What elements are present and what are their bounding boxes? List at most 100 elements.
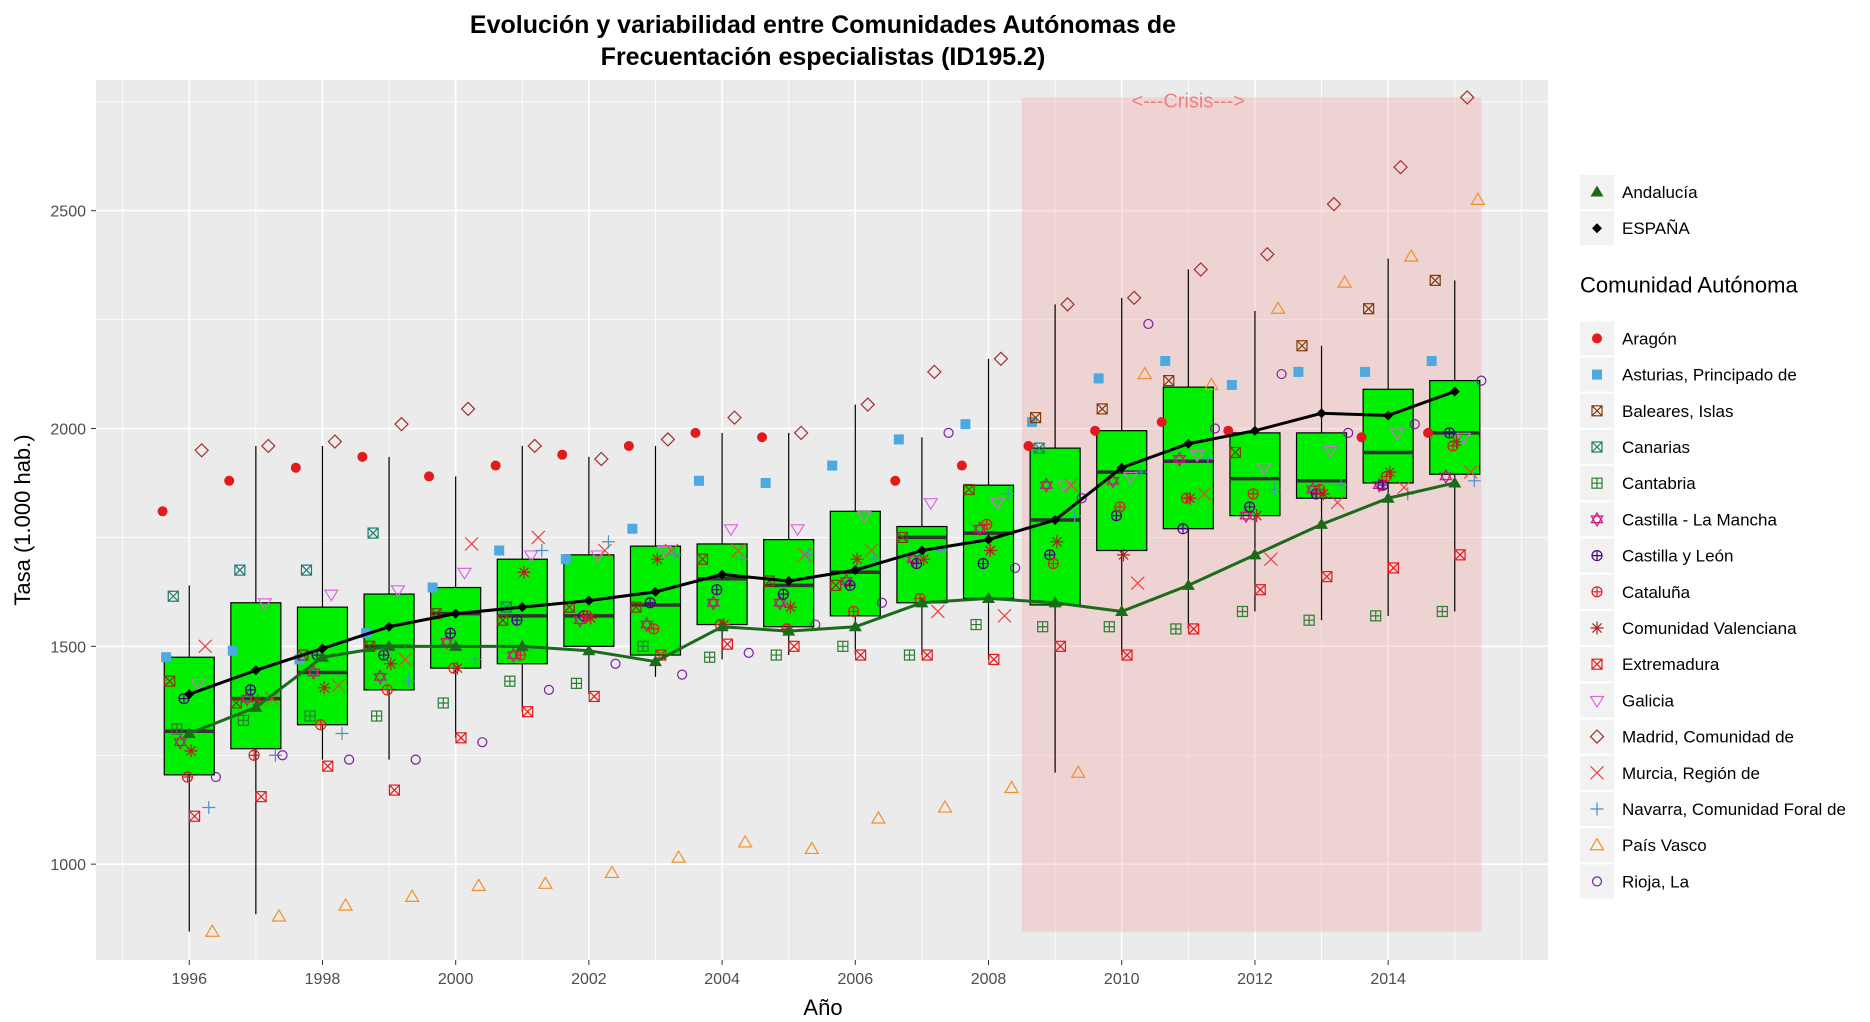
- legend-key-bg: [1580, 502, 1614, 537]
- point-asturias-principado-de: [827, 460, 838, 471]
- point-cantabria: [837, 640, 849, 652]
- line-point: [317, 643, 328, 654]
- point-comunidad-valenciana: [1383, 465, 1397, 479]
- legend-key: [1592, 223, 1602, 234]
- point-extremadura: [588, 690, 600, 703]
- point-comunidad-valenciana: [1183, 491, 1197, 505]
- point-castilla-la-mancha: [240, 690, 254, 707]
- line-point: [1249, 425, 1260, 436]
- point-extremadura: [788, 640, 800, 652]
- point-cantabria: [970, 618, 982, 631]
- point-extremadura: [1188, 623, 1200, 635]
- point-murcia-regi-n-de: [997, 608, 1012, 623]
- point-cantabria: [171, 723, 183, 735]
- legend-title: Comunidad Autónoma: [1580, 272, 1798, 297]
- point-comunidad-valenciana: [1050, 535, 1064, 549]
- legend-key: [1590, 185, 1604, 197]
- legend-key: [1589, 837, 1605, 851]
- point-murcia-regi-n-de: [1463, 465, 1478, 480]
- point-extremadura: [255, 791, 267, 803]
- point-cantabria: [903, 649, 916, 661]
- line-point: [382, 639, 396, 651]
- point-cantabria: [504, 675, 516, 687]
- point-canarias: [234, 564, 246, 576]
- point-castilla-la-mancha: [306, 664, 321, 681]
- box-2000: [430, 586, 482, 669]
- point-castilla-la-mancha: [706, 595, 720, 611]
- point-castilla-y-le-n: [644, 597, 656, 609]
- point-extremadura: [522, 706, 534, 718]
- point-galicia: [1123, 471, 1139, 485]
- point-navarra-comunidad-foral-de: [601, 535, 615, 549]
- point-pa-s-vasco: [471, 878, 487, 892]
- x-tick-label: 2008: [971, 971, 1007, 988]
- point-navarra-comunidad-foral-de: [1201, 452, 1215, 466]
- point-baleares-islas: [896, 531, 908, 544]
- crisis-label: <---Crisis--->: [1132, 90, 1245, 112]
- point-pa-s-vasco: [937, 799, 953, 813]
- point-pa-s-vasco: [1470, 192, 1486, 205]
- point-cantabria: [304, 710, 316, 722]
- point-cantabria: [704, 651, 716, 663]
- point-galicia: [656, 545, 672, 559]
- point-navarra-comunidad-foral-de: [735, 552, 749, 566]
- point-rioja-la: [210, 771, 221, 783]
- box-1998: [296, 606, 349, 726]
- point-rioja-la: [876, 597, 888, 608]
- point-castilla-y-le-n: [511, 614, 523, 626]
- point-comunidad-valenciana: [1117, 548, 1130, 562]
- point-baleares-islas: [963, 483, 975, 496]
- line-point: [250, 665, 261, 676]
- point-castilla-la-mancha: [906, 551, 920, 567]
- point-pa-s-vasco: [1004, 780, 1020, 794]
- x-tick-label: 2014: [1370, 971, 1406, 988]
- box-2004: [696, 543, 748, 626]
- point-extremadura: [1254, 584, 1266, 596]
- point-baleares-islas: [630, 601, 642, 613]
- point-asturias-principado-de: [227, 645, 238, 656]
- legend-item-label: Baleares, Islas: [1622, 402, 1734, 421]
- point-murcia-regi-n-de: [1064, 478, 1079, 493]
- point-extremadura: [721, 638, 734, 650]
- point-catalu-a: [181, 771, 194, 783]
- line-point: [583, 595, 594, 606]
- line-point: [1383, 410, 1394, 421]
- point-rioja-la: [943, 427, 954, 438]
- legend-key: [1592, 333, 1602, 344]
- x-axis-title: Año: [803, 995, 842, 1020]
- point-murcia-regi-n-de: [1397, 480, 1412, 495]
- point-cantabria: [371, 710, 383, 722]
- point-cantabria: [1037, 621, 1049, 633]
- point-baleares-islas: [1029, 412, 1042, 424]
- point-asturias-principado-de: [760, 477, 771, 488]
- line-point: [1248, 548, 1262, 560]
- legend-key: [1590, 621, 1604, 635]
- point-baleares-islas: [230, 697, 242, 709]
- line-point: [1316, 408, 1327, 419]
- point-murcia-regi-n-de: [864, 543, 879, 558]
- point-asturias-principado-de: [1426, 355, 1437, 366]
- line-point: [1448, 476, 1462, 488]
- point-baleares-islas: [1096, 403, 1108, 415]
- point-madrid-comunidad-de: [593, 451, 609, 467]
- point-extremadura: [1387, 562, 1400, 574]
- point-asturias-principado-de: [1293, 366, 1304, 377]
- legend-key: [1591, 441, 1603, 453]
- legend-item-label: Madrid, Comunidad de: [1622, 728, 1794, 747]
- line-point: [915, 596, 929, 608]
- point-rioja-la: [743, 647, 754, 658]
- point-extremadura: [322, 760, 334, 772]
- point-comunidad-valenciana: [1450, 435, 1464, 449]
- point-castilla-y-le-n: [1244, 501, 1256, 513]
- line-point: [1381, 491, 1395, 503]
- point-navarra-comunidad-foral-de: [468, 652, 482, 666]
- point-galicia: [390, 585, 406, 598]
- point-castilla-la-mancha: [773, 595, 787, 611]
- x-tick-label: 2010: [1104, 971, 1140, 988]
- point-catalu-a: [315, 719, 327, 731]
- point-extremadura: [1121, 649, 1133, 661]
- point-murcia-regi-n-de: [198, 639, 213, 654]
- point-castilla-la-mancha: [173, 734, 188, 750]
- point-arag-n: [956, 460, 967, 471]
- point-navarra-comunidad-foral-de: [1001, 487, 1015, 501]
